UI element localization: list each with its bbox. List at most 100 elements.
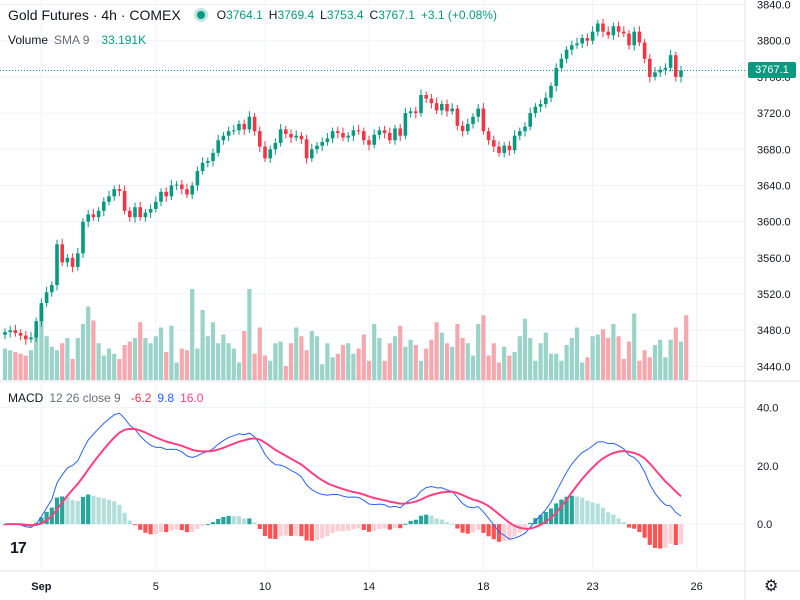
volume-bar: [429, 339, 434, 380]
candle-body: [278, 129, 283, 143]
candle-body: [107, 196, 111, 202]
candle-body: [164, 191, 168, 197]
candle-body: [512, 135, 517, 151]
candle-body: [299, 135, 304, 140]
volume-bar: [637, 360, 642, 380]
volume-bar: [205, 336, 210, 380]
volume-bar: [44, 336, 49, 380]
candle-body: [159, 191, 163, 202]
macd-hist-bar: [538, 514, 543, 525]
candle-body: [403, 113, 408, 136]
volume-bar: [190, 289, 195, 380]
candle-body: [408, 111, 413, 114]
volume-bar: [34, 332, 39, 380]
volume-bar: [335, 353, 340, 380]
candle-body: [70, 257, 75, 267]
candle-body: [195, 171, 200, 186]
macd-hist-bar: [392, 524, 398, 528]
candle-body: [450, 108, 454, 112]
volume-bar: [200, 310, 205, 380]
volume-bar: [231, 348, 236, 380]
macd-hist-bar: [86, 494, 91, 525]
candle-body: [221, 135, 226, 141]
volume-bar: [642, 350, 647, 380]
candle-body: [180, 184, 184, 190]
price-tick-label: 3720.0: [757, 108, 791, 120]
candle-body: [81, 221, 85, 254]
volume-bar: [28, 350, 34, 380]
candle-body: [570, 45, 574, 50]
macd-name[interactable]: MACD: [8, 391, 44, 405]
candle-body: [91, 214, 96, 218]
candle-body: [434, 103, 439, 111]
volume-bar: [496, 362, 502, 380]
macd-hist-bar: [309, 524, 314, 541]
macd-hist-bar: [330, 524, 335, 534]
volume-bar: [174, 362, 179, 380]
tradingview-logo[interactable]: 17: [10, 540, 27, 557]
volume-bar: [210, 322, 216, 380]
macd-hist-bar: [236, 516, 242, 525]
candle-body: [356, 130, 361, 132]
volume-bar: [60, 343, 65, 380]
volume-bar: [216, 343, 221, 380]
volume-bar: [361, 334, 366, 380]
candle-body: [466, 123, 470, 132]
volume-bar: [528, 338, 533, 380]
macd-hist-bar: [528, 522, 533, 525]
macd-hist-bar: [403, 523, 408, 525]
macd-hist-bar: [470, 524, 476, 533]
volume-bar: [652, 345, 658, 380]
volume-bar: [184, 350, 190, 380]
macd-hist-bar: [257, 524, 262, 529]
candle-body: [596, 23, 600, 32]
candle-body: [320, 142, 324, 146]
symbol-title[interactable]: Gold Futures · 4h · COMEX: [8, 7, 181, 23]
volume-bar: [585, 357, 590, 380]
macd-hist-bar: [273, 524, 278, 539]
macd-hist-bar: [408, 520, 413, 525]
macd-hist-bar: [673, 524, 678, 546]
volume-bar: [450, 346, 455, 380]
candle-body: [39, 303, 44, 322]
macd-hist-bar: [476, 524, 481, 530]
macd-hist-bar: [70, 500, 75, 525]
volume-bar: [632, 313, 637, 380]
volume-bar: [65, 338, 70, 380]
macd-hist-bar: [642, 524, 647, 538]
low-label: L: [320, 8, 327, 22]
volume-bar: [70, 359, 75, 380]
candle-body: [445, 104, 449, 112]
candle-body: [117, 189, 122, 191]
volume-bar: [330, 357, 335, 380]
candle-body: [29, 337, 33, 340]
price-tick-label: 3560.0: [757, 253, 791, 265]
volume-name[interactable]: Volume: [8, 33, 49, 47]
candle-body: [585, 38, 590, 41]
candle-body: [154, 201, 158, 209]
signal-line: [4, 427, 682, 530]
volume-bar: [366, 360, 372, 380]
candle-body: [367, 140, 371, 145]
volume-bar: [309, 331, 314, 380]
candle-body: [528, 113, 532, 127]
volume-bars: [2, 289, 689, 380]
candle-body: [372, 134, 376, 145]
candle-body: [65, 257, 70, 263]
price-tick-label: 3440.0: [757, 361, 791, 373]
candle-body: [460, 125, 465, 132]
macd-hist-bar: [304, 524, 309, 541]
macd-hist-bar: [580, 497, 585, 525]
candle-body: [242, 123, 246, 130]
candle-body: [590, 31, 595, 41]
candle-body: [642, 42, 647, 59]
price-tick-label: 3840.0: [757, 0, 791, 12]
settings-gear-icon[interactable]: ⚙: [764, 578, 779, 595]
macd-hist-bar: [465, 524, 470, 534]
macd-hist-bar: [132, 524, 138, 526]
candle-body: [637, 31, 642, 43]
volume-bar: [101, 355, 106, 380]
volume-legend: Volume SMA 9 33.191K: [8, 33, 146, 47]
candle-body: [3, 332, 7, 335]
